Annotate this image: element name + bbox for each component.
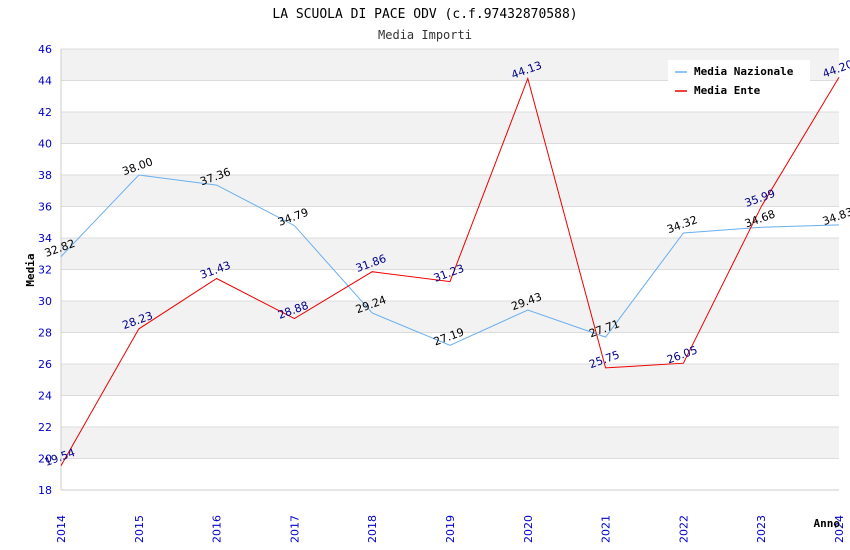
- y-tick-label: 28: [38, 327, 52, 340]
- x-tick-label: 2019: [444, 515, 457, 543]
- y-tick-label: 42: [38, 106, 52, 119]
- x-axis-label: Anno: [814, 517, 841, 530]
- y-tick-label: 34: [38, 232, 52, 245]
- y-tick-label: 36: [38, 201, 52, 214]
- grid-band: [61, 395, 839, 427]
- y-tick-labels: 18 20 22 24 26 28 30 32 34 36 38 40 42 44 46: [38, 43, 52, 497]
- legend: Media Nazionale Media Ente: [668, 60, 810, 100]
- grid-band: [61, 238, 839, 270]
- legend-box: [668, 60, 810, 100]
- x-tick-label: 2024: [833, 515, 846, 543]
- x-tick-label: 2021: [600, 515, 613, 543]
- grid-band: [61, 206, 839, 238]
- gridlines: [61, 48, 839, 491]
- y-tick-label: 46: [38, 43, 52, 56]
- y-tick-label: 32: [38, 264, 52, 277]
- grid-band: [61, 427, 839, 459]
- x-tick-label: 2015: [133, 515, 146, 543]
- y-tick-label: 22: [38, 421, 52, 434]
- y-tick-label: 40: [38, 138, 52, 151]
- chart-subtitle: Media Importi: [378, 28, 472, 42]
- grid-band: [61, 175, 839, 207]
- grid-band: [61, 143, 839, 175]
- series-lines: [60, 76, 840, 466]
- grid-band: [61, 332, 839, 364]
- series-line-media-nazionale: [60, 174, 840, 346]
- x-tick-label: 2020: [522, 515, 535, 543]
- x-tick-label: 2016: [211, 515, 224, 543]
- y-tick-label: 38: [38, 169, 52, 182]
- x-tick-label: 2014: [55, 515, 68, 543]
- grid-bands: [61, 49, 839, 490]
- x-tick-labels: 2014 2015 2016 2017 2018 2019 2020 2021 2022 2023…: [55, 515, 846, 543]
- y-axis-label: Media: [24, 253, 37, 286]
- y-tick-label: 24: [38, 390, 52, 403]
- y-tick-label: 30: [38, 295, 52, 308]
- x-tick-label: 2018: [366, 515, 379, 543]
- grid-band: [61, 364, 839, 396]
- axes: [60, 49, 839, 491]
- x-tick-label: 2022: [677, 515, 690, 543]
- legend-label-media-ente: Media Ente: [694, 84, 761, 97]
- y-tick-label: 44: [38, 75, 52, 88]
- x-tick-label: 2017: [288, 515, 301, 543]
- y-tick-label: 26: [38, 358, 52, 371]
- y-tick-label: 18: [38, 484, 52, 497]
- legend-label-media-nazionale: Media Nazionale: [694, 65, 794, 78]
- series-line-media-ente: [60, 76, 840, 466]
- y-tick-label: 20: [38, 453, 52, 466]
- grid-band: [61, 112, 839, 144]
- chart-title: LA SCUOLA DI PACE ODV (c.f.97432870588): [272, 7, 577, 22]
- x-tick-label: 2023: [755, 515, 768, 543]
- grid-band: [61, 458, 839, 490]
- grid-band: [61, 301, 839, 333]
